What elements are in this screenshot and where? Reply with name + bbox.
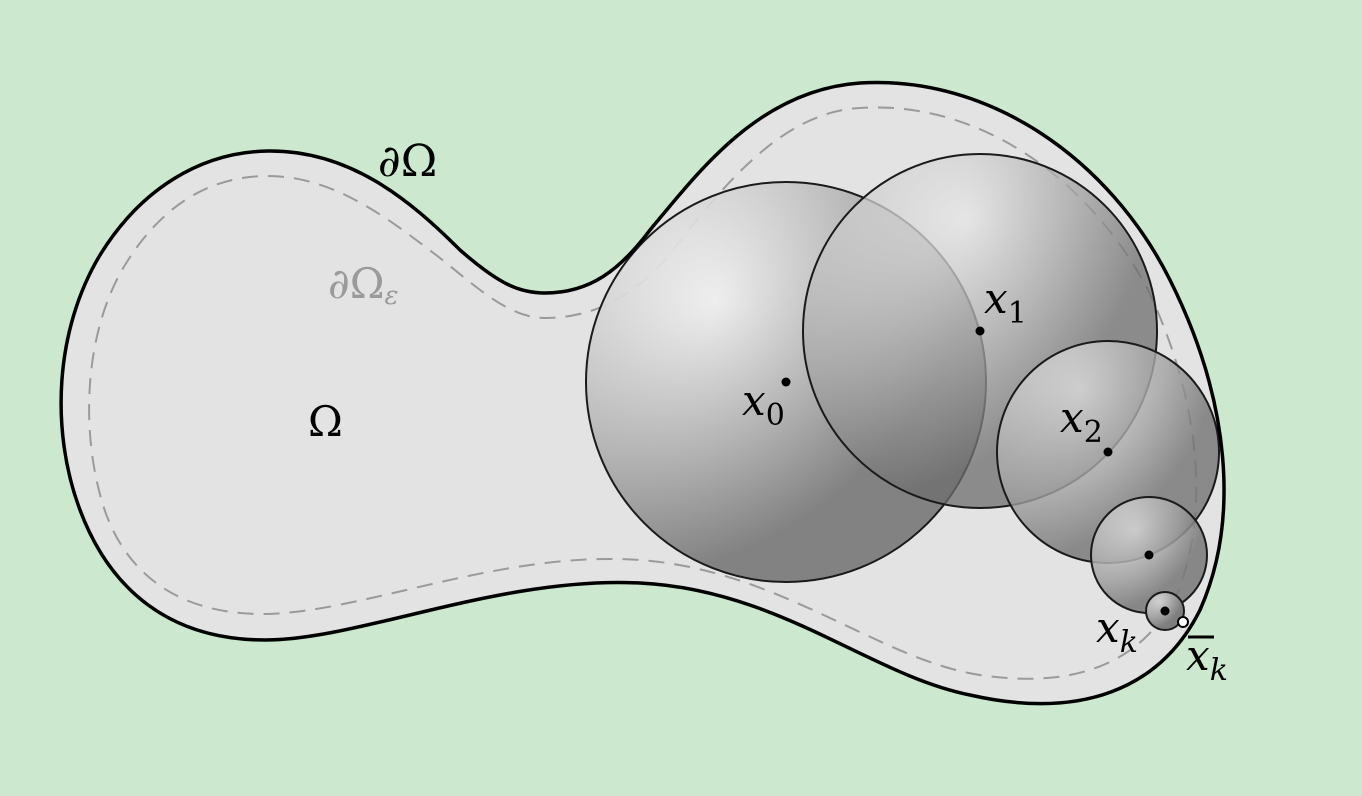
label-xk-base: x (1096, 603, 1120, 652)
point-x0 (781, 377, 791, 387)
point-xk (1160, 606, 1170, 616)
label-x0-sub: 0 (766, 398, 785, 433)
label-x2-sub: 2 (1084, 415, 1103, 450)
domain-label: Ω (308, 397, 343, 446)
label-x2: x2 (1060, 393, 1103, 450)
label-x0: x0 (742, 376, 785, 433)
label-xk-bar-base: x (1186, 631, 1210, 680)
point-xk-bar (1177, 616, 1189, 628)
label-x1-base: x (984, 274, 1008, 323)
label-xk-bar: xk (1186, 631, 1228, 688)
boundary-curve (59, 80, 1226, 706)
label-xk-sub: k (1120, 625, 1138, 660)
inner-boundary-label-symbol: ∂Ω (328, 259, 385, 308)
inner-boundary-label-subscript: ε (385, 281, 399, 311)
label-xk-bar-sub: k (1210, 653, 1228, 688)
label-x2-base: x (1060, 393, 1084, 442)
boundary-label: ∂Ω (378, 136, 437, 187)
label-x1: x1 (984, 274, 1027, 331)
point-x3 (1144, 550, 1154, 560)
point-x2 (1103, 447, 1113, 457)
point-x1 (975, 326, 985, 336)
label-x1-sub: 1 (1008, 296, 1027, 331)
label-x0-base: x (742, 376, 766, 425)
label-xk: xk (1096, 603, 1138, 660)
inner-boundary-label: ∂Ωε (328, 259, 399, 311)
